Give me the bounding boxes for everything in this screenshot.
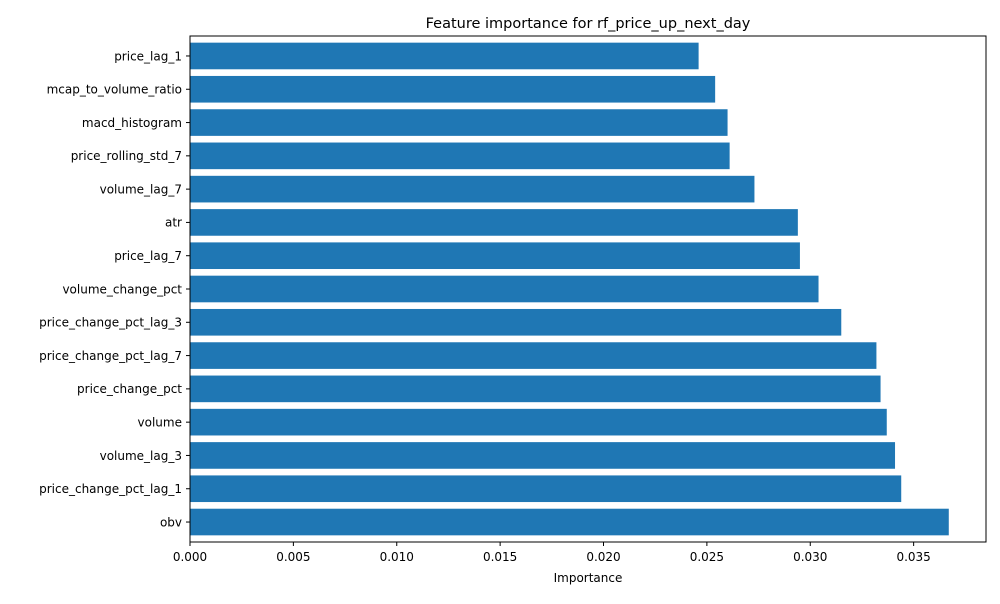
x-axis: 0.000 0.005 0.010 0.015 0.020 0.025 0.030 0.035 bbox=[173, 542, 931, 564]
y-tick-label: volume_change_pct bbox=[62, 282, 182, 296]
chart-title: Feature importance for rf_price_up_next_… bbox=[426, 16, 751, 32]
bar-volume bbox=[190, 408, 887, 436]
bar-price-change-pct-lag-1 bbox=[190, 475, 902, 503]
x-tick-label: 0.000 bbox=[173, 550, 207, 564]
y-tick-label: macd_histogram bbox=[82, 116, 182, 130]
x-axis-label: Importance bbox=[554, 571, 623, 585]
y-tick-label: price_lag_7 bbox=[114, 249, 182, 263]
bar-volume-lag-3 bbox=[190, 442, 896, 469]
bar-price-change-pct bbox=[190, 375, 881, 403]
y-tick-label: volume_lag_7 bbox=[100, 182, 182, 196]
x-tick-label: 0.015 bbox=[483, 550, 517, 564]
bar-volume-lag-7 bbox=[190, 175, 755, 203]
x-tick-label: 0.025 bbox=[690, 550, 724, 564]
x-tick-label: 0.035 bbox=[896, 550, 930, 564]
y-tick-label: price_change_pct_lag_7 bbox=[39, 349, 182, 363]
bars-layer bbox=[190, 42, 949, 536]
y-tick-label: price_lag_1 bbox=[114, 49, 182, 63]
y-tick-label: atr bbox=[165, 216, 182, 230]
y-tick-label: price_rolling_std_7 bbox=[71, 149, 182, 163]
bar-price-lag-1 bbox=[190, 42, 699, 70]
y-tick-label: price_change_pct bbox=[77, 382, 182, 396]
bar-atr bbox=[190, 209, 798, 236]
y-tick-label: price_change_pct_lag_1 bbox=[39, 482, 182, 496]
y-tick-label: price_change_pct_lag_3 bbox=[39, 316, 182, 330]
bar-price-change-pct-lag-7 bbox=[190, 342, 877, 369]
x-tick-label: 0.005 bbox=[276, 550, 310, 564]
bar-price-lag-7 bbox=[190, 242, 800, 270]
x-tick-label: 0.030 bbox=[793, 550, 827, 564]
bar-obv bbox=[190, 508, 949, 536]
bar-mcap-to-volume-ratio bbox=[190, 75, 716, 103]
y-tick-label: obv bbox=[160, 515, 182, 529]
y-tick-label: mcap_to_volume_ratio bbox=[47, 83, 182, 97]
x-tick-label: 0.010 bbox=[380, 550, 414, 564]
bar-volume-change-pct bbox=[190, 275, 819, 303]
bar-macd-histogram bbox=[190, 109, 728, 136]
y-axis: obv price_change_pct_lag_1 volume_lag_3 vol… bbox=[39, 49, 190, 529]
x-tick-label: 0.020 bbox=[586, 550, 620, 564]
y-tick-label: volume_lag_3 bbox=[100, 449, 182, 463]
bar-price-rolling-std-7 bbox=[190, 142, 730, 170]
bar-price-change-pct-lag-3 bbox=[190, 308, 842, 336]
y-tick-label: volume bbox=[138, 415, 182, 429]
